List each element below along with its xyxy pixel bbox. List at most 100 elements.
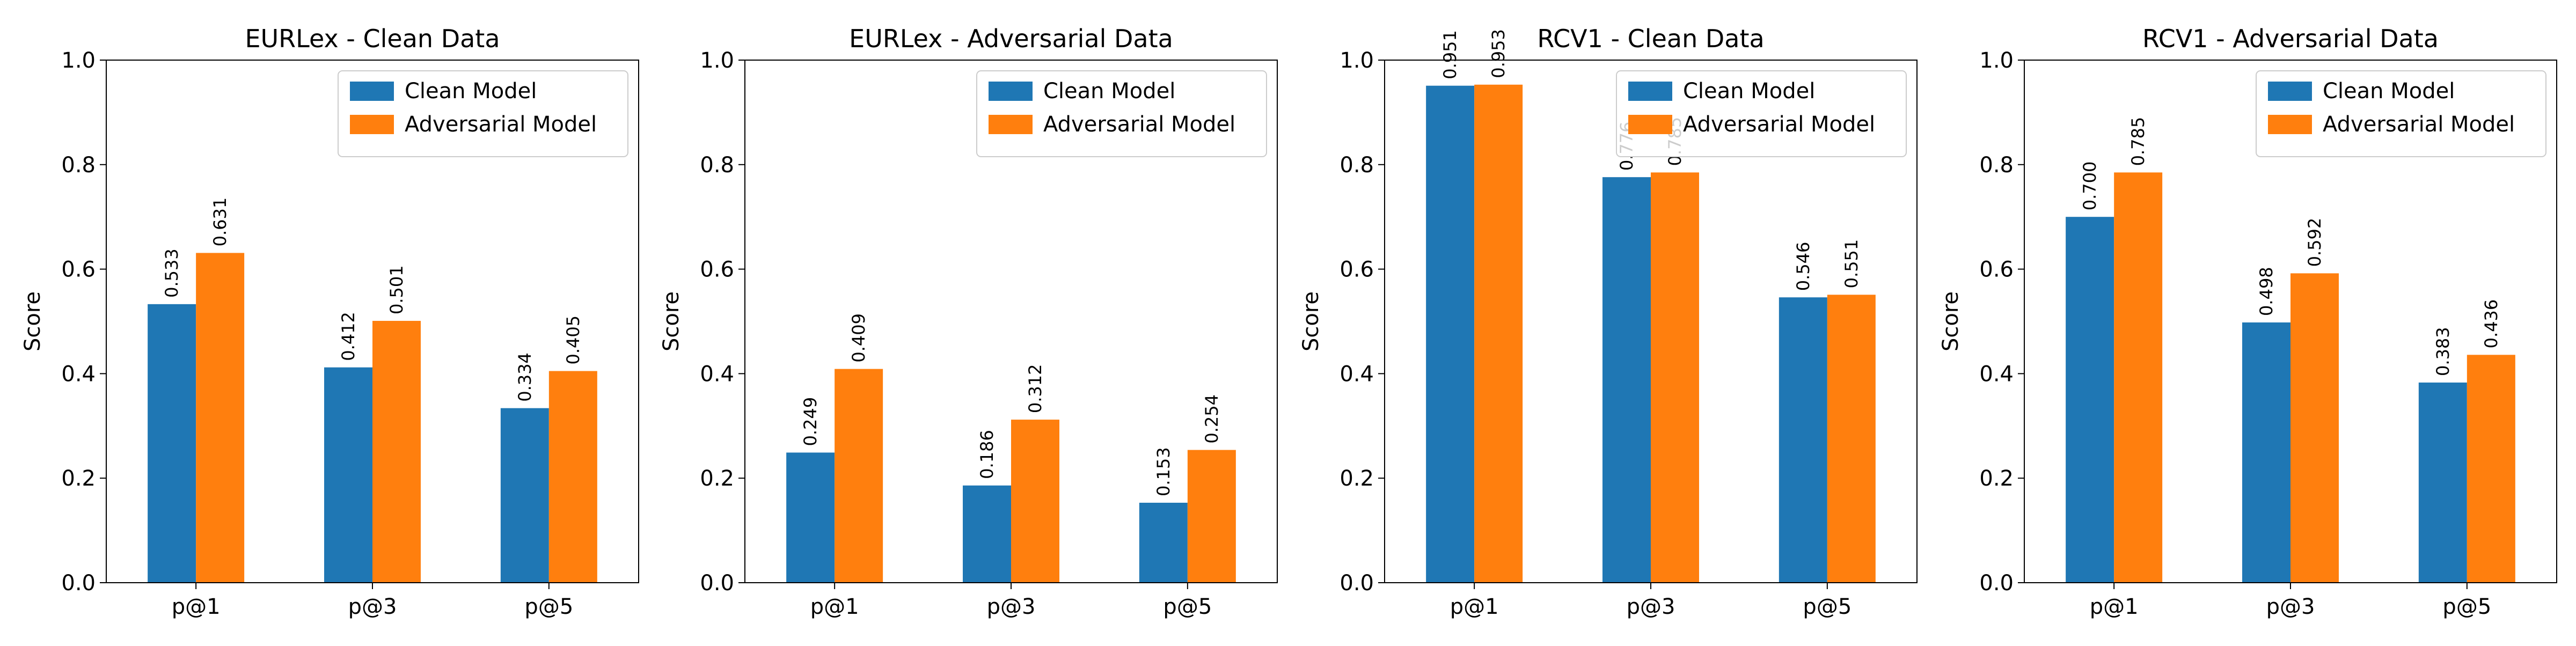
legend-entry: Clean Model: [1043, 79, 1175, 104]
plot-frame: [744, 60, 1278, 583]
y-axis-label: Score: [20, 291, 45, 351]
bar-adversarial-model-p1: [196, 253, 245, 583]
data-label: 0.249: [800, 397, 821, 446]
data-label: 0.592: [2304, 218, 2325, 267]
x-tick-label: p@3: [348, 594, 397, 619]
data-label: 0.405: [563, 315, 583, 365]
chart-panel-2: EURLex - Adversarial DataScore0.00.20.40…: [659, 24, 1278, 619]
data-label: 0.334: [515, 353, 535, 402]
data-label: 0.631: [210, 197, 230, 247]
x-tick-label: p@5: [524, 594, 573, 619]
bar-clean-model-p5: [1139, 502, 1188, 583]
x-tick-label: p@3: [987, 594, 1036, 619]
x-tick-label: p@5: [1163, 594, 1212, 619]
legend-swatch: [2268, 115, 2312, 134]
bar-adversarial-model-p5: [1827, 295, 1876, 583]
y-tick-label: 0.0: [1979, 571, 2014, 596]
data-label: 0.412: [338, 312, 358, 361]
x-tick-label: p@5: [1803, 594, 1851, 619]
legend-swatch: [989, 82, 1033, 101]
chart-title: RCV1 - Adversarial Data: [2142, 24, 2439, 53]
legend-entry: Adversarial Model: [1043, 112, 1235, 137]
x-tick-label: p@3: [1627, 594, 1675, 619]
bar-adversarial-model-p5: [548, 371, 597, 583]
x-tick-label: p@1: [1450, 594, 1499, 619]
data-label: 0.551: [1841, 239, 1862, 289]
y-axis-label: Score: [1299, 291, 1323, 351]
bar-adversarial-model-p1: [1474, 84, 1523, 583]
chart-title: EURLex - Adversarial Data: [849, 24, 1173, 53]
y-tick-label: 0.2: [700, 466, 734, 491]
legend-entry: Clean Model: [2323, 79, 2455, 104]
legend: Clean Model Adversarial Model: [338, 70, 628, 157]
legend-entry: Adversarial Model: [1683, 112, 1875, 137]
legend-swatch: [1628, 115, 1672, 134]
bar-clean-model-p3: [963, 485, 1011, 583]
data-label: 0.951: [1440, 30, 1460, 79]
y-tick-label: 0.8: [1979, 153, 2014, 178]
y-tick-label: 1.0: [1979, 48, 2014, 73]
legend-box: [976, 70, 1267, 157]
bar-clean-model-p5: [2418, 382, 2467, 583]
legend-swatch: [1628, 82, 1672, 101]
legend: Clean Model Adversarial Model: [2256, 70, 2546, 157]
legend: Clean Model Adversarial Model: [1616, 70, 1907, 157]
y-tick-label: 0.2: [1340, 466, 1374, 491]
legend-entry: Adversarial Model: [405, 112, 597, 137]
plot-frame: [2024, 60, 2557, 583]
y-tick-label: 1.0: [61, 48, 96, 73]
legend-box: [338, 70, 628, 157]
data-label: 0.153: [1153, 447, 1174, 496]
data-label: 0.953: [1488, 29, 1509, 78]
chart-title: RCV1 - Clean Data: [1537, 24, 1764, 53]
y-tick-label: 1.0: [700, 48, 734, 73]
y-tick-label: 0.6: [700, 258, 734, 282]
bar-clean-model-p3: [2242, 322, 2290, 583]
bar-clean-model-p1: [786, 452, 835, 583]
chart-panel-1: EURLex - Clean Data Score 0.0 0.2 0.4 0.6 0.8 1…: [20, 24, 639, 619]
legend-box: [2256, 70, 2546, 157]
bar-adversarial-model-p5: [1187, 450, 1236, 583]
bar-clean-model-p3: [324, 367, 372, 583]
y-tick-label: 0.6: [61, 258, 96, 282]
bar-clean-model-p1: [148, 304, 196, 583]
y-tick-label: 0.6: [1340, 258, 1374, 282]
bar-adversarial-model-p3: [1651, 172, 1699, 583]
data-label: 0.785: [2128, 117, 2148, 166]
legend-box: [1616, 70, 1907, 157]
bar-adversarial-model-p3: [1011, 420, 1059, 583]
y-tick-label: 0.4: [61, 362, 96, 386]
y-tick-label: 0.8: [1340, 153, 1374, 178]
bar-adversarial-model-p3: [2290, 273, 2339, 583]
chart-panel-4: RCV1 - Adversarial Data Score 0.0 0.2 0.4 0.6…: [1938, 24, 2557, 619]
y-tick-label: 0.4: [700, 362, 734, 386]
legend-entry: Clean Model: [1683, 79, 1815, 104]
y-tick-label: 0.4: [1979, 362, 2014, 386]
x-tick-label: p@5: [2442, 594, 2491, 619]
legend-swatch: [989, 115, 1033, 134]
bar-clean-model-p3: [1602, 177, 1651, 583]
x-tick-label: p@3: [2266, 594, 2315, 619]
legend: Clean Model Adversarial Model: [976, 70, 1267, 157]
legend-entry: Adversarial Model: [2323, 112, 2515, 137]
data-label: 0.383: [2433, 327, 2453, 376]
x-tick-label: p@1: [172, 594, 221, 619]
legend-swatch: [350, 82, 394, 101]
x-tick-label: p@1: [810, 594, 859, 619]
y-axis-label: Score: [659, 291, 684, 351]
y-tick-label: 0.0: [700, 571, 734, 596]
data-label: 0.186: [977, 430, 997, 479]
plot-frame: [1384, 60, 1918, 583]
data-label: 0.409: [848, 313, 869, 363]
data-label: 0.498: [2256, 267, 2277, 316]
y-tick-label: 0.0: [1340, 571, 1374, 596]
data-label: 0.312: [1025, 364, 1045, 414]
bar-adversarial-model-p1: [2114, 172, 2163, 583]
bar-clean-model-p1: [2066, 217, 2114, 583]
data-label: 0.700: [2080, 162, 2100, 211]
y-tick-label: 0.6: [1979, 258, 2014, 282]
bar-clean-model-p5: [500, 408, 549, 583]
y-tick-label: 0.4: [1340, 362, 1374, 386]
